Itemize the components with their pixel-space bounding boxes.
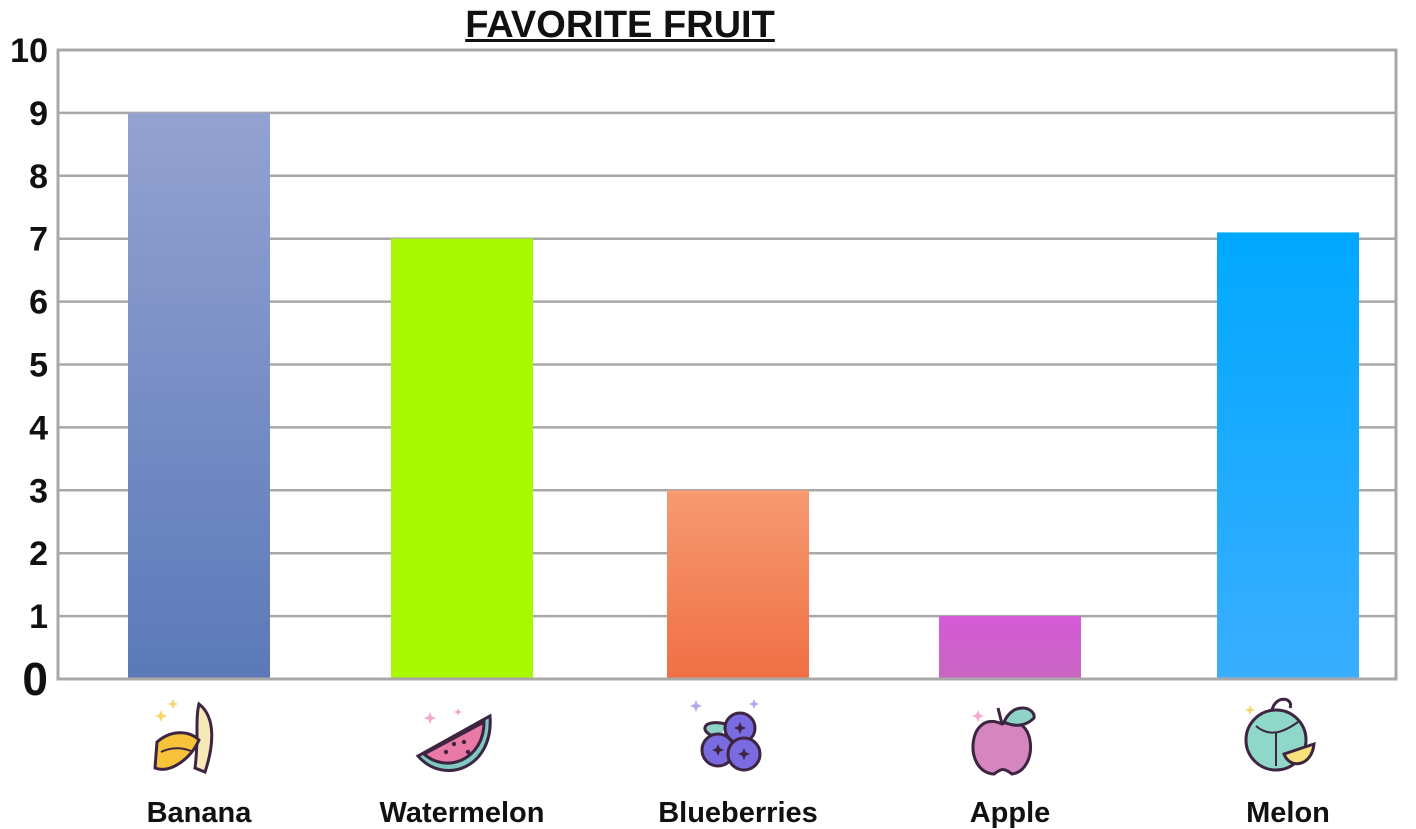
- y-tick-label: 4: [29, 409, 48, 447]
- y-tick-label: 5: [29, 347, 48, 385]
- fruit-icons: [153, 697, 1316, 776]
- y-tick-label: 3: [29, 472, 48, 510]
- y-tick-label: 9: [29, 95, 48, 133]
- blueberries-icon: [690, 699, 762, 772]
- x-tick-label: Watermelon: [380, 797, 545, 829]
- y-tick-label: 10: [10, 32, 48, 70]
- watermelon-icon: [415, 708, 492, 772]
- x-tick-label: Banana: [147, 797, 253, 829]
- y-tick-label: 6: [29, 284, 48, 322]
- x-tick-label: Blueberries: [658, 797, 818, 829]
- bars: [128, 112, 1359, 679]
- plot-frame: [56, 48, 1398, 681]
- banana-icon: [153, 699, 214, 774]
- x-tick-label: Apple: [970, 797, 1051, 829]
- bar-blueberries: [667, 490, 809, 679]
- y-tick-label: 2: [29, 535, 48, 573]
- y-tick-label: 8: [29, 158, 48, 196]
- bar-melon: [1217, 232, 1359, 679]
- y-tick-labels: 0 1 2 3 4 5 6 7 8 9 10: [10, 32, 48, 705]
- y-tick-label: 1: [29, 598, 48, 636]
- bar-banana: [128, 112, 270, 679]
- chart-title-wrap: FAVORITE FRUIT: [0, 4, 1240, 47]
- x-tick-label: Melon: [1246, 797, 1330, 829]
- y-tick-label: 7: [29, 221, 48, 259]
- bar-apple: [939, 616, 1081, 679]
- melon-icon: [1244, 697, 1316, 772]
- y-tick-label: 0: [22, 653, 48, 705]
- bar-watermelon: [391, 238, 533, 679]
- x-tick-labels: Banana Watermelon Blueberries Apple Melon: [147, 797, 1330, 829]
- chart-title: FAVORITE FRUIT: [465, 4, 775, 46]
- apple-icon: [971, 706, 1036, 776]
